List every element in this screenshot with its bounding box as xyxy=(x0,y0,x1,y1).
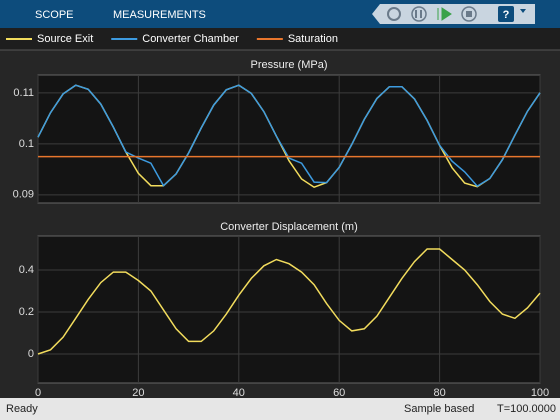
legend-label: Source Exit xyxy=(37,33,93,45)
stop-icon xyxy=(466,11,472,17)
help-icon: ? xyxy=(503,9,510,21)
legend: Source Exit Converter Chamber Saturation xyxy=(6,33,338,45)
series-line xyxy=(37,84,541,188)
y-tick-label: 0.11 xyxy=(13,87,34,99)
legend-label: Saturation xyxy=(288,33,338,45)
pause-icon xyxy=(415,10,422,18)
run-button[interactable] xyxy=(437,7,452,21)
y-tick-label: 0.4 xyxy=(19,264,34,276)
series-line xyxy=(37,248,541,355)
step-back-button[interactable] xyxy=(387,7,401,21)
y-tick-label: 0 xyxy=(28,348,34,360)
x-tick-label: 0 xyxy=(35,387,41,399)
pause-button[interactable] xyxy=(411,6,427,22)
tab[interactable]: MEASUREMENTS xyxy=(113,9,206,21)
plot-area xyxy=(37,235,541,384)
legend-label: Converter Chamber xyxy=(142,33,239,45)
menu-button[interactable] xyxy=(520,9,526,13)
plot-title: Pressure (MPa) xyxy=(250,59,327,71)
x-tick-label: 60 xyxy=(333,387,345,399)
status-bar xyxy=(0,398,560,420)
plots: Pressure (MPa) 0.09 0.1 0.11 Converter Displ… xyxy=(13,59,550,399)
y-tick-label: 0.2 xyxy=(19,306,34,318)
status-time: T=100.0000 xyxy=(497,403,556,415)
plot-title: Converter Displacement (m) xyxy=(220,221,358,233)
x-tick-label: 80 xyxy=(433,387,445,399)
status-text: Ready xyxy=(6,403,38,415)
x-tick-label: 100 xyxy=(531,387,549,399)
help-button[interactable] xyxy=(498,6,514,22)
x-tick-label: 20 xyxy=(132,387,144,399)
y-tick-label: 0.1 xyxy=(19,138,34,150)
y-tick-label: 0.09 xyxy=(13,189,34,201)
toolstrip xyxy=(372,4,535,24)
tab[interactable]: SCOPE xyxy=(35,9,74,21)
stop-button[interactable] xyxy=(461,6,477,22)
x-tick-label: 40 xyxy=(233,387,245,399)
plot-area xyxy=(37,74,541,204)
status-mode: Sample based xyxy=(404,403,474,415)
